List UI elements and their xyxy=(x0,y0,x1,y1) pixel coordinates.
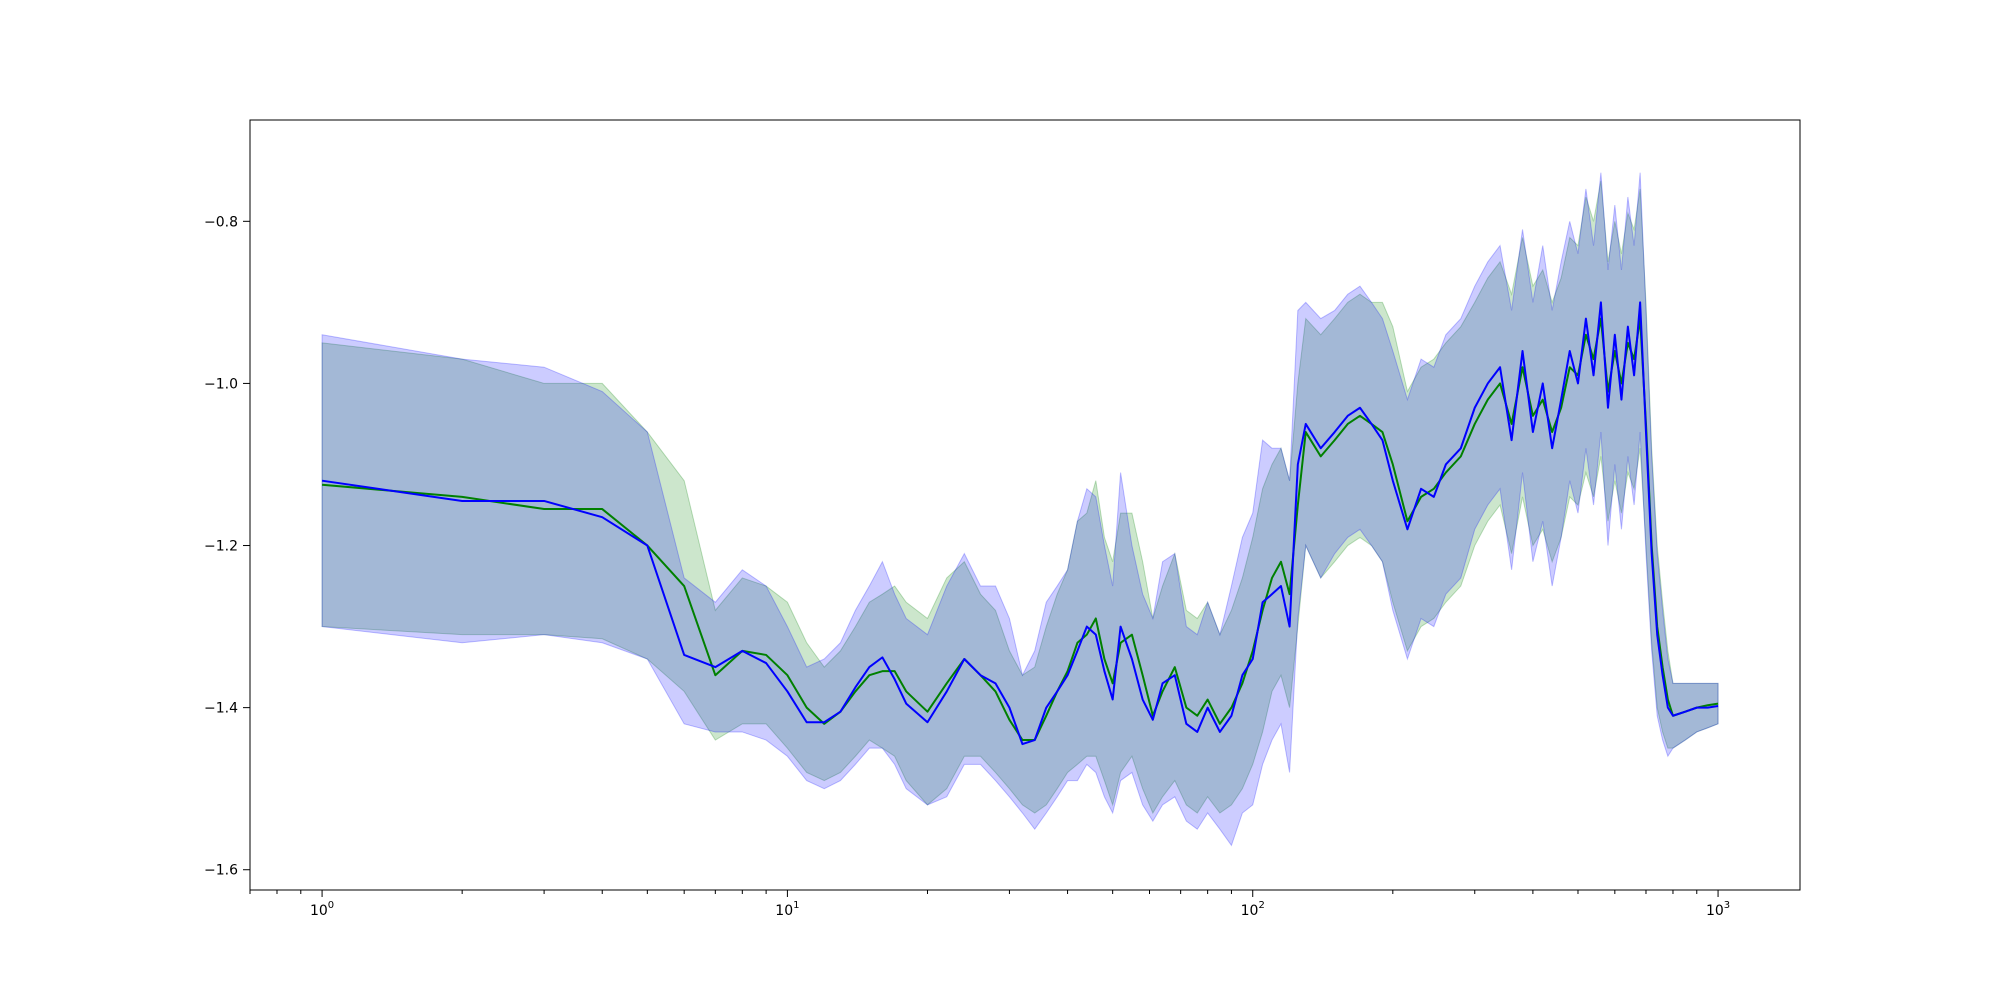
y-tick-label: −1.0 xyxy=(204,376,238,392)
series-2-band xyxy=(321,172,1719,847)
x-axis: 100 101 102 103 xyxy=(249,890,1730,919)
x-tick-label: 102 xyxy=(1241,900,1265,919)
series-lines xyxy=(321,301,1719,746)
y-axis: −0.8 −1.0 −1.2 −1.4 −1.6 xyxy=(204,214,250,879)
y-tick-label: −1.6 xyxy=(204,863,238,879)
series-2-line xyxy=(321,301,1719,746)
confidence-bands xyxy=(321,172,1719,847)
x-tick-label: 103 xyxy=(1706,900,1730,919)
y-tick-label: −0.8 xyxy=(204,214,238,230)
plot-frame xyxy=(249,119,1801,891)
y-tick-label: −1.2 xyxy=(204,539,238,555)
x-tick-label: 100 xyxy=(310,900,334,919)
y-tick-label: −1.4 xyxy=(204,701,238,717)
series-1-band xyxy=(321,180,1719,815)
x-tick-label: 101 xyxy=(775,900,799,919)
